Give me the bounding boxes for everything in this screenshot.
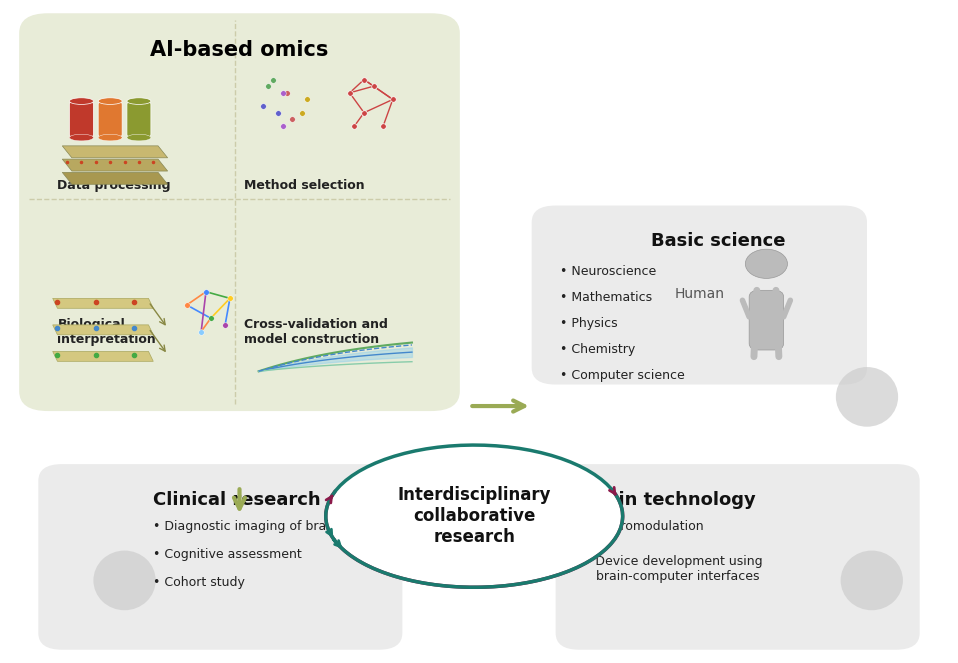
Ellipse shape (99, 98, 123, 105)
FancyBboxPatch shape (19, 13, 460, 411)
Polygon shape (53, 325, 153, 335)
Ellipse shape (127, 98, 151, 105)
FancyBboxPatch shape (532, 206, 867, 385)
Text: Method selection: Method selection (244, 179, 365, 192)
Text: Clinical research: Clinical research (153, 491, 321, 509)
Text: Human: Human (674, 287, 724, 301)
Text: Brain technology: Brain technology (584, 491, 756, 509)
FancyBboxPatch shape (99, 101, 123, 138)
FancyBboxPatch shape (70, 101, 94, 138)
Text: • Cognitive assessment: • Cognitive assessment (153, 548, 302, 562)
Ellipse shape (70, 134, 94, 141)
Ellipse shape (841, 550, 902, 610)
Ellipse shape (99, 134, 123, 141)
Text: • Computer science: • Computer science (560, 369, 685, 382)
Text: Cross-validation and
model construction: Cross-validation and model construction (244, 318, 388, 346)
Ellipse shape (326, 445, 623, 587)
Text: • Mathematics: • Mathematics (560, 291, 652, 304)
Polygon shape (53, 298, 153, 308)
Circle shape (745, 249, 787, 278)
Polygon shape (53, 351, 153, 361)
Text: Basic science: Basic science (651, 232, 786, 250)
Text: • Neuromodulation: • Neuromodulation (584, 520, 704, 534)
Ellipse shape (70, 98, 94, 105)
Text: Biological
interpretation: Biological interpretation (57, 318, 156, 346)
Text: • Diagnostic imaging of brain: • Diagnostic imaging of brain (153, 520, 338, 534)
Text: • Cohort study: • Cohort study (153, 576, 245, 589)
Text: Interdisciplinary
collaborative
research: Interdisciplinary collaborative research (398, 487, 551, 546)
Text: • Device development using
   brain-computer interfaces: • Device development using brain-compute… (584, 555, 763, 583)
Text: • Physics: • Physics (560, 317, 618, 330)
Polygon shape (62, 146, 168, 158)
Text: Data processing: Data processing (57, 179, 171, 192)
Polygon shape (62, 172, 168, 184)
Text: • Neuroscience: • Neuroscience (560, 265, 656, 278)
Ellipse shape (835, 367, 898, 427)
Text: • Chemistry: • Chemistry (560, 343, 636, 356)
Ellipse shape (127, 134, 151, 141)
FancyBboxPatch shape (556, 464, 920, 650)
Polygon shape (62, 159, 168, 171)
FancyBboxPatch shape (749, 290, 784, 350)
FancyBboxPatch shape (38, 464, 402, 650)
FancyBboxPatch shape (126, 101, 151, 138)
Ellipse shape (94, 550, 156, 610)
Text: AI-based omics: AI-based omics (150, 40, 329, 60)
